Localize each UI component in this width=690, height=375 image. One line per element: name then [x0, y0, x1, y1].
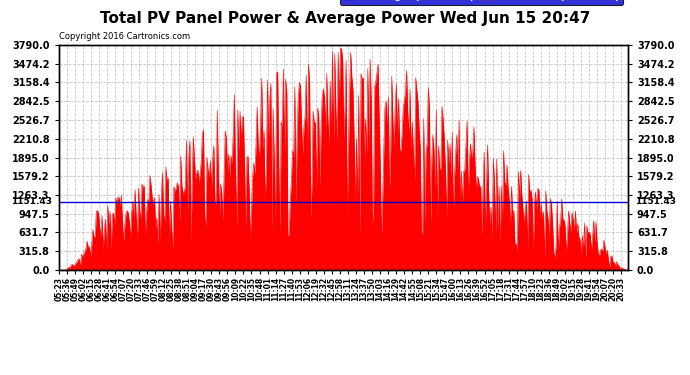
Text: Total PV Panel Power & Average Power Wed Jun 15 20:47: Total PV Panel Power & Average Power Wed… [100, 11, 590, 26]
Text: Copyright 2016 Cartronics.com: Copyright 2016 Cartronics.com [59, 32, 190, 41]
Legend: Average  (DC Watts), PV Panels  (DC Watts): Average (DC Watts), PV Panels (DC Watts) [339, 0, 623, 4]
Text: 1151.43: 1151.43 [635, 197, 676, 206]
Text: 1151.43: 1151.43 [11, 197, 52, 206]
